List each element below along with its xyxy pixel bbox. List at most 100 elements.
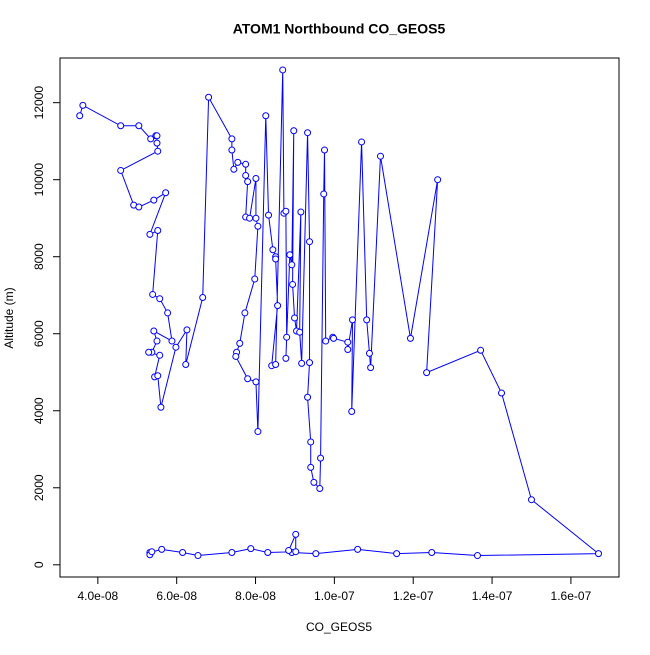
data-point: [147, 135, 155, 143]
data-point: [194, 552, 202, 560]
data-point: [527, 496, 535, 504]
data-point: [283, 333, 291, 341]
data-point: [265, 211, 273, 219]
data-point: [344, 338, 352, 346]
data-point: [289, 280, 297, 288]
data-point: [146, 230, 154, 238]
data-point: [135, 203, 143, 211]
data-point: [145, 348, 153, 356]
data-point: [168, 337, 176, 345]
data-point: [157, 403, 165, 411]
y-tick-label: 6000: [32, 320, 46, 347]
data-point: [135, 122, 143, 130]
data-point: [312, 550, 320, 558]
y-tick-label: 10000: [32, 163, 46, 197]
data-point: [251, 275, 259, 283]
data-point: [363, 316, 371, 324]
data-point: [236, 339, 244, 347]
data-point: [254, 428, 262, 436]
data-point: [252, 378, 260, 386]
data-point: [252, 214, 260, 222]
data-point: [150, 196, 158, 204]
y-tick-label: 12000: [32, 86, 46, 120]
data-point: [406, 334, 414, 342]
data-point: [158, 545, 166, 553]
data-point: [154, 372, 162, 380]
data-point: [298, 359, 306, 367]
data-point: [274, 302, 282, 310]
data-point: [262, 112, 270, 120]
data-point: [306, 359, 314, 367]
data-point: [288, 261, 296, 269]
data-point: [272, 361, 280, 369]
data-point: [150, 327, 158, 335]
x-tick-label: 6.0e-08: [156, 589, 197, 603]
data-point: [156, 295, 164, 303]
data-point: [76, 112, 84, 120]
data-point: [228, 146, 236, 154]
data-point: [230, 165, 238, 173]
data-point: [282, 354, 290, 362]
x-tick-label: 1.6e-07: [551, 589, 592, 603]
data-point: [241, 309, 249, 317]
data-point: [304, 393, 312, 401]
data-point: [358, 138, 366, 146]
data-point: [117, 166, 125, 174]
data-point: [172, 343, 180, 351]
data-point: [153, 139, 161, 147]
x-axis-label: CO_GEOS5: [306, 620, 372, 634]
x-tick-label: 4.0e-08: [77, 589, 118, 603]
y-axis-label: Altitude (m): [2, 287, 16, 348]
data-point: [228, 548, 236, 556]
data-point: [348, 408, 356, 416]
data-point: [297, 208, 305, 216]
data-point: [252, 175, 260, 183]
data-point: [199, 294, 207, 302]
x-tick-label: 8.0e-08: [235, 589, 276, 603]
data-point: [316, 485, 324, 493]
data-point: [292, 530, 300, 538]
data-point: [307, 463, 315, 471]
data-point: [246, 214, 254, 222]
data-point: [154, 147, 162, 155]
data-point: [296, 328, 304, 336]
data-point: [154, 227, 162, 235]
data-point: [242, 171, 250, 179]
data-point: [279, 66, 287, 74]
data-point: [149, 290, 157, 298]
data-point: [498, 389, 506, 397]
data-point: [254, 222, 262, 230]
data-point: [179, 548, 187, 556]
data-point: [344, 346, 352, 354]
data-point: [317, 454, 325, 462]
data-point: [285, 547, 293, 555]
data-point: [393, 550, 401, 558]
data-point: [244, 178, 252, 186]
y-tick-label: 8000: [32, 243, 46, 270]
data-point: [307, 438, 315, 446]
data-point: [330, 334, 338, 342]
data-point: [434, 176, 442, 184]
x-tick-label: 1.4e-07: [472, 589, 513, 603]
data-point: [306, 238, 314, 246]
data-point: [423, 369, 431, 377]
data-point: [228, 135, 236, 143]
data-point: [365, 349, 373, 357]
data-point: [595, 550, 603, 558]
data-point: [182, 361, 190, 369]
data-point: [156, 351, 164, 359]
data-point: [477, 346, 485, 354]
data-point: [286, 251, 294, 259]
data-point: [242, 160, 250, 168]
data-point: [310, 478, 318, 486]
data-point: [183, 326, 191, 334]
data-point: [282, 207, 290, 215]
data-point: [291, 314, 299, 322]
data-point: [304, 129, 312, 137]
data-point: [367, 364, 375, 372]
data-point: [117, 122, 125, 130]
data-point: [232, 352, 240, 360]
data-point: [320, 190, 328, 198]
data-point: [376, 152, 384, 160]
